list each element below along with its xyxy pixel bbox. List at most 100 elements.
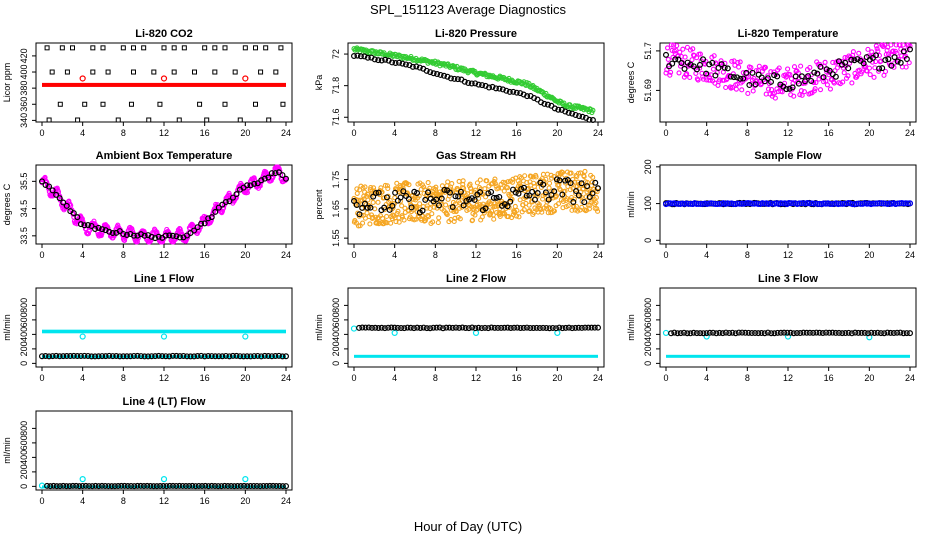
data-point <box>205 483 212 490</box>
data-point <box>81 352 88 359</box>
data-point <box>888 42 894 48</box>
data-point <box>593 195 599 201</box>
data-point <box>711 53 717 59</box>
data-point <box>279 172 286 179</box>
data-point <box>685 200 692 207</box>
data-point <box>433 196 440 203</box>
data-point <box>406 208 412 214</box>
data-point <box>395 208 401 214</box>
data-point <box>501 324 508 331</box>
data-point <box>677 63 684 69</box>
data-point <box>394 324 401 331</box>
y-axis-label: ml/min <box>314 314 324 341</box>
data-point <box>389 202 396 209</box>
data-point <box>414 203 420 210</box>
data-point <box>57 101 63 107</box>
data-point <box>903 64 909 70</box>
data-point <box>105 69 111 75</box>
data-point <box>173 233 180 240</box>
data-point <box>423 325 430 332</box>
data-point <box>779 89 785 95</box>
data-point <box>67 353 74 360</box>
data-point <box>462 324 469 331</box>
data-point <box>162 353 169 360</box>
data-point <box>783 86 790 93</box>
data-point <box>370 193 377 200</box>
y-tick-label: 72 <box>331 49 341 59</box>
data-point <box>38 178 45 185</box>
data-point <box>145 353 152 360</box>
data-point <box>122 237 128 244</box>
data-point <box>456 178 462 184</box>
data-point <box>449 324 456 331</box>
data-point <box>446 189 453 196</box>
data-point <box>536 325 543 332</box>
data-point <box>244 182 251 189</box>
data-point <box>44 45 50 51</box>
data-point <box>187 353 194 360</box>
data-point <box>722 329 729 336</box>
data-point <box>452 193 459 200</box>
data-point <box>420 324 427 331</box>
data-series <box>351 176 601 218</box>
data-point <box>86 483 93 490</box>
data-point <box>582 324 589 331</box>
y-tick-label: 1.65 <box>331 200 341 218</box>
data-point <box>452 64 458 70</box>
x-tick-label: 8 <box>433 373 438 383</box>
data-point <box>801 89 807 95</box>
data-point <box>375 325 382 332</box>
data-point <box>729 329 736 336</box>
chart-panel: Li-820 Pressure kPa 0 4 8 12 16 20 24 71.6 71.8 72 <box>314 28 605 138</box>
data-point <box>191 353 198 360</box>
data-point <box>215 204 222 211</box>
data-point <box>841 70 847 76</box>
data-point <box>120 353 127 360</box>
data-point <box>234 483 241 490</box>
data-point <box>761 330 768 337</box>
data-point <box>371 56 378 63</box>
data-point <box>144 482 151 489</box>
data-point <box>484 178 490 184</box>
data-point <box>733 86 739 92</box>
y-tick-label: 800 <box>331 298 341 313</box>
y-axis-label: ml/min <box>626 314 636 341</box>
y-tick-label: 0 <box>331 361 341 366</box>
data-point <box>456 324 463 331</box>
data-point <box>215 483 222 490</box>
data-point <box>494 324 501 331</box>
data-point <box>859 69 865 75</box>
data-point <box>50 482 57 489</box>
data-point <box>764 329 771 336</box>
x-tick-label: 20 <box>552 128 562 138</box>
y-tick-label: 200 <box>19 464 29 479</box>
data-point <box>74 214 81 221</box>
data-point <box>735 329 742 336</box>
data-point <box>386 206 393 213</box>
x-axis-title: Hour of Day (UTC) <box>414 519 522 534</box>
data-point <box>786 85 793 92</box>
data-point <box>429 211 435 217</box>
data-point <box>541 100 548 107</box>
data-point <box>109 229 116 236</box>
data-point <box>233 352 240 359</box>
x-tick-label: 0 <box>351 373 356 383</box>
data-point <box>278 45 284 51</box>
data-point <box>752 330 759 337</box>
data-point <box>84 352 91 359</box>
x-tick-label: 24 <box>593 250 603 260</box>
data-point <box>736 64 742 70</box>
data-point <box>212 69 218 75</box>
x-tick-label: 16 <box>200 128 210 138</box>
data-point <box>191 227 198 234</box>
data-point <box>516 214 522 220</box>
data-point <box>253 45 258 51</box>
data-band <box>42 82 286 87</box>
data-point <box>523 324 530 331</box>
data-point <box>562 108 569 115</box>
data-point <box>38 353 45 360</box>
y-axis-label: ml/min <box>626 191 636 218</box>
data-point <box>155 233 162 240</box>
data-point <box>589 179 595 185</box>
data-point <box>839 200 846 207</box>
